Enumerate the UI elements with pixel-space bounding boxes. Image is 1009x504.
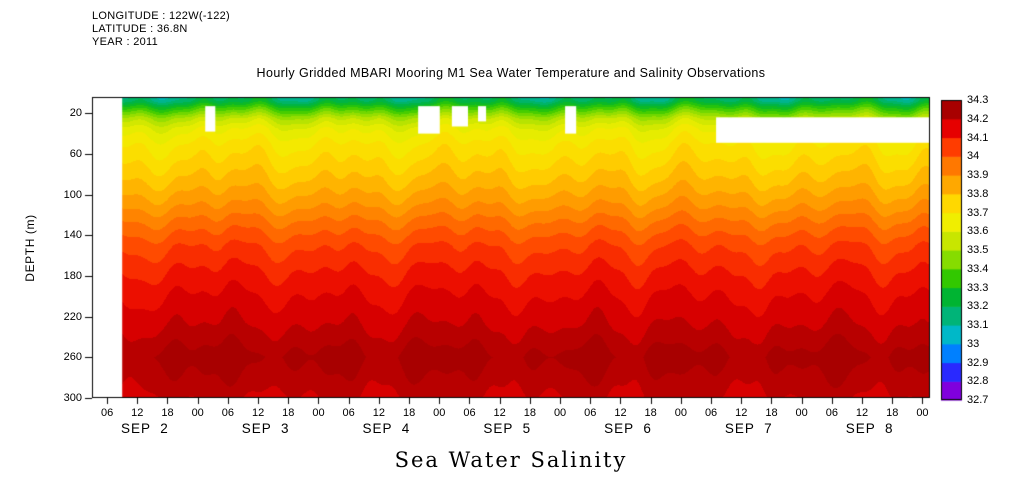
x-hour-tick-label: 00	[674, 407, 687, 419]
x-hour-tick-label: 00	[191, 407, 204, 419]
x-hour-tick-label: 12	[614, 407, 627, 419]
colorbar-tick-label: 33.8	[967, 187, 989, 200]
x-hour-tick-label: 18	[282, 407, 295, 419]
x-hour-tick-label: 18	[765, 407, 778, 419]
x-day-label: SEP 2	[120, 421, 169, 436]
colorbar-tick-label: 33.4	[967, 262, 989, 275]
header-info: LONGITUDE : 122W(-122) LATITUDE : 36.8N …	[92, 10, 230, 49]
x-hour-tick-label: 06	[100, 407, 114, 419]
colorbar-tick-label: 33	[967, 337, 980, 350]
x-hour-tick-label: 18	[402, 407, 416, 419]
y-tick-label: 20	[69, 107, 82, 120]
x-hour-tick-label: 06	[584, 407, 597, 419]
y-tick-label: 140	[63, 229, 82, 242]
year-label: YEAR : 2011	[92, 36, 159, 48]
x-hour-tick-label: 00	[312, 407, 325, 419]
x-hour-tick-label: 18	[523, 407, 536, 419]
y-tick-label: 220	[63, 310, 82, 323]
x-hour-tick-label: 00	[433, 407, 446, 419]
x-hour-tick-label: 12	[493, 407, 506, 419]
y-tick-label: 60	[69, 147, 82, 160]
plot-title: Hourly Gridded MBARI Mooring M1 Sea Wate…	[256, 66, 766, 80]
x-hour-tick-label: 12	[251, 407, 265, 419]
x-hour-tick-label: 06	[463, 407, 476, 419]
colorbar-tick-label: 33.1	[967, 319, 989, 331]
x-hour-tick-label: 12	[735, 407, 748, 419]
y-tick-label: 180	[63, 269, 82, 282]
colorbar-tick-label: 34.2	[967, 112, 989, 125]
x-hour-tick-label: 18	[161, 407, 174, 419]
x-day-label: SEP 6	[604, 421, 652, 436]
x-hour-tick-label: 06	[342, 407, 355, 419]
longitude-label: LONGITUDE : 122W(-122)	[92, 10, 231, 22]
colorbar-tick-label: 33.2	[967, 300, 989, 313]
x-hour-tick-label: 06	[704, 407, 718, 419]
x-hour-tick-label: 00	[916, 407, 929, 419]
x-hour-tick-label: 12	[372, 407, 385, 419]
colorbar-tick-label: 33.6	[967, 225, 989, 238]
x-hour-tick-label: 12	[131, 407, 144, 419]
colorbar-tick-label: 32.7	[967, 394, 989, 406]
plot-footer-label: Sea Water Salinity	[394, 448, 628, 472]
x-hour-tick-label: 06	[825, 407, 838, 419]
x-day-label: SEP 4	[362, 421, 411, 436]
x-day-label: SEP 7	[724, 421, 773, 436]
x-hour-tick-label: 00	[795, 407, 808, 419]
x-hour-tick-label: 18	[644, 407, 657, 419]
x-hour-tick-label: 06	[221, 407, 235, 419]
y-tick-label: 100	[63, 188, 82, 201]
x-day-label: SEP 5	[483, 421, 532, 436]
y-tick-label: 300	[63, 392, 82, 404]
x-hour-tick-label: 12	[855, 407, 869, 419]
colorbar-tick-label: 34.3	[967, 94, 989, 106]
colorbar-tick-label: 33.7	[967, 206, 989, 219]
x-hour-tick-label: 00	[553, 407, 567, 419]
y-tick-label: 260	[63, 351, 82, 364]
colorbar-tick-label: 32.9	[967, 356, 989, 369]
colorbar-tick-label: 32.8	[967, 375, 989, 388]
x-hour-tick-label: 18	[886, 407, 899, 419]
x-day-label: SEP 3	[241, 421, 290, 436]
colorbar-tick-label: 34.1	[967, 131, 989, 144]
x-day-label: SEP 8	[845, 421, 894, 436]
colorbar-tick-label: 33.5	[967, 244, 989, 256]
colorbar-tick-label: 33.3	[967, 281, 989, 294]
y-axis-label: DEPTH (m)	[23, 214, 37, 282]
colorbar-tick-label: 34	[967, 150, 980, 163]
colorbar-tick-label: 33.9	[967, 169, 989, 181]
latitude-label: LATITUDE : 36.8N	[92, 23, 188, 35]
